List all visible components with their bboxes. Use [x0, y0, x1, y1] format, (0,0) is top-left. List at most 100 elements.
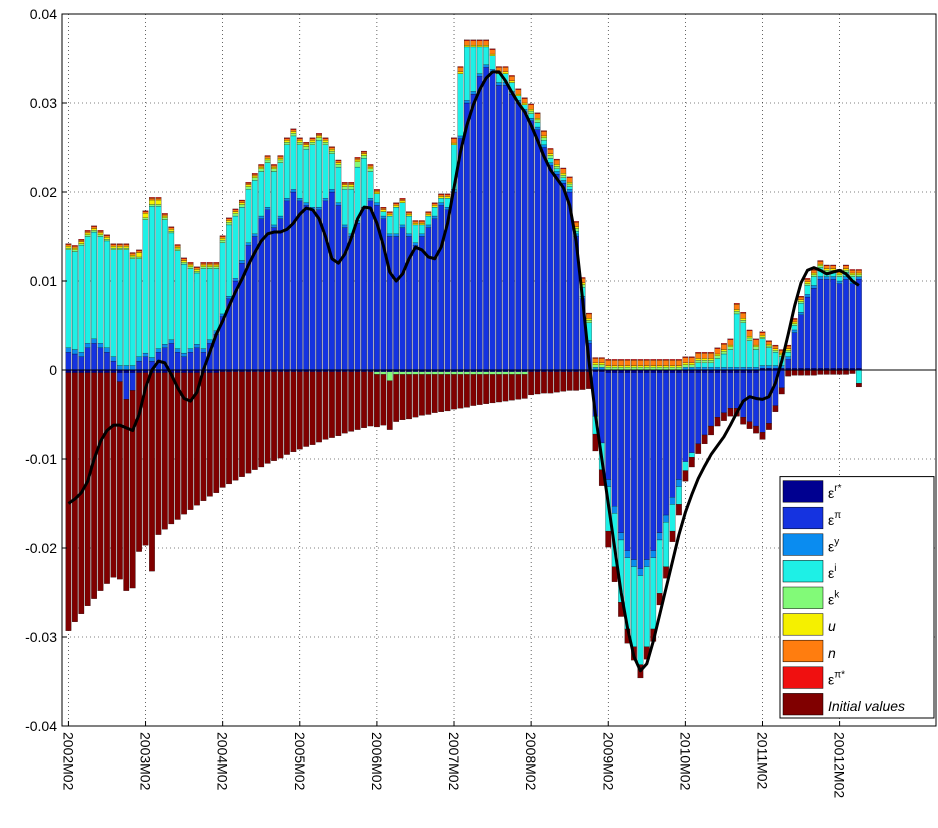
bar-segment [817, 276, 824, 280]
bar-segment [688, 364, 695, 368]
bar-segment [798, 303, 804, 313]
bar-segment [438, 198, 445, 203]
bar-segment [676, 365, 682, 368]
bar-segment [155, 199, 162, 205]
bar-segment [206, 263, 213, 266]
bar-segment [553, 174, 560, 371]
bar-segment [284, 144, 290, 199]
bar-segment [457, 374, 464, 409]
bar-segment [541, 147, 547, 371]
bar-segment [322, 140, 329, 143]
bar-segment [489, 53, 496, 56]
bar-segment [232, 209, 239, 212]
bar-segment [335, 205, 342, 371]
bar-segment [155, 198, 162, 201]
bar-segment [116, 246, 123, 249]
bar-segment [303, 146, 310, 150]
bar-segment [412, 371, 419, 375]
bar-segment [496, 374, 502, 403]
bar-segment [849, 283, 856, 369]
bar-segment [759, 369, 766, 433]
bar-segment [464, 39, 470, 41]
bar-segment [116, 243, 123, 245]
bar-segment [791, 369, 798, 376]
bar-segment [136, 360, 142, 371]
bar-segment [110, 249, 117, 357]
bar-segment [84, 343, 91, 348]
bar-segment [676, 479, 682, 487]
bar-segment [708, 372, 714, 427]
x-tick-label: 2006M02 [369, 732, 385, 791]
bar-segment [393, 202, 400, 204]
bar-segment [592, 358, 599, 364]
bar-segment [836, 276, 843, 282]
bar-segment [142, 210, 149, 212]
bar-segment [129, 253, 136, 256]
bar-segment [322, 371, 329, 440]
bar-segment [598, 364, 605, 368]
bar-segment [322, 137, 329, 139]
bar-segment [772, 352, 779, 366]
bar-segment [78, 239, 85, 241]
bar-segment [541, 130, 547, 132]
bar-segment [451, 137, 457, 139]
bar-segment [534, 112, 541, 114]
bar-segment [766, 347, 772, 366]
bar-segment [123, 372, 130, 400]
bar-segment [412, 224, 419, 243]
bar-segment [129, 255, 136, 258]
bar-segment [181, 356, 187, 371]
bar-segment [457, 67, 464, 72]
bar-segment [393, 371, 400, 375]
bar-segment [476, 40, 483, 46]
bar-segment [849, 269, 856, 271]
bar-segment [412, 245, 419, 371]
bar-segment [309, 138, 316, 141]
bar-segment [772, 405, 779, 412]
bar-segment [676, 372, 682, 480]
bar-segment [695, 358, 702, 361]
bar-segment [830, 279, 837, 369]
bar-segment [116, 244, 123, 247]
bar-segment [174, 348, 181, 353]
bar-segment [296, 140, 303, 143]
bar-segment [515, 371, 522, 375]
bar-segment [464, 371, 470, 375]
bar-segment [656, 365, 663, 368]
bar-segment [142, 356, 149, 371]
bar-segment [766, 341, 772, 345]
bar-segment [264, 159, 271, 163]
bar-segment [206, 268, 213, 340]
bar-segment [457, 66, 464, 68]
bar-segment [361, 150, 367, 153]
bar-segment [406, 212, 412, 215]
bar-segment [219, 242, 226, 315]
bar-segment [650, 360, 657, 366]
bar-segment [547, 155, 554, 159]
bar-segment [290, 129, 297, 132]
bar-segment [239, 202, 245, 205]
bar-segment [560, 168, 567, 174]
bar-segment [464, 40, 470, 46]
bar-segment [746, 421, 753, 429]
bar-segment [733, 303, 740, 305]
bar-segment [232, 278, 239, 282]
bar-segment [823, 369, 830, 375]
bar-segment [219, 238, 226, 241]
bar-segment [213, 262, 220, 264]
bar-segment [386, 214, 393, 217]
bar-segment [804, 285, 811, 295]
bar-segment [618, 359, 624, 361]
bar-segment [104, 347, 110, 353]
bar-segment [759, 331, 766, 333]
bar-segment [219, 371, 226, 488]
bar-segment [200, 268, 207, 349]
bar-segment [354, 157, 361, 159]
bar-segment [335, 166, 342, 203]
bar-segment [560, 177, 567, 181]
bar-segment [656, 360, 663, 366]
bar-segment [489, 49, 496, 55]
bar-segment [508, 371, 515, 375]
bar-segment [701, 352, 708, 354]
bar-segment [187, 348, 194, 353]
